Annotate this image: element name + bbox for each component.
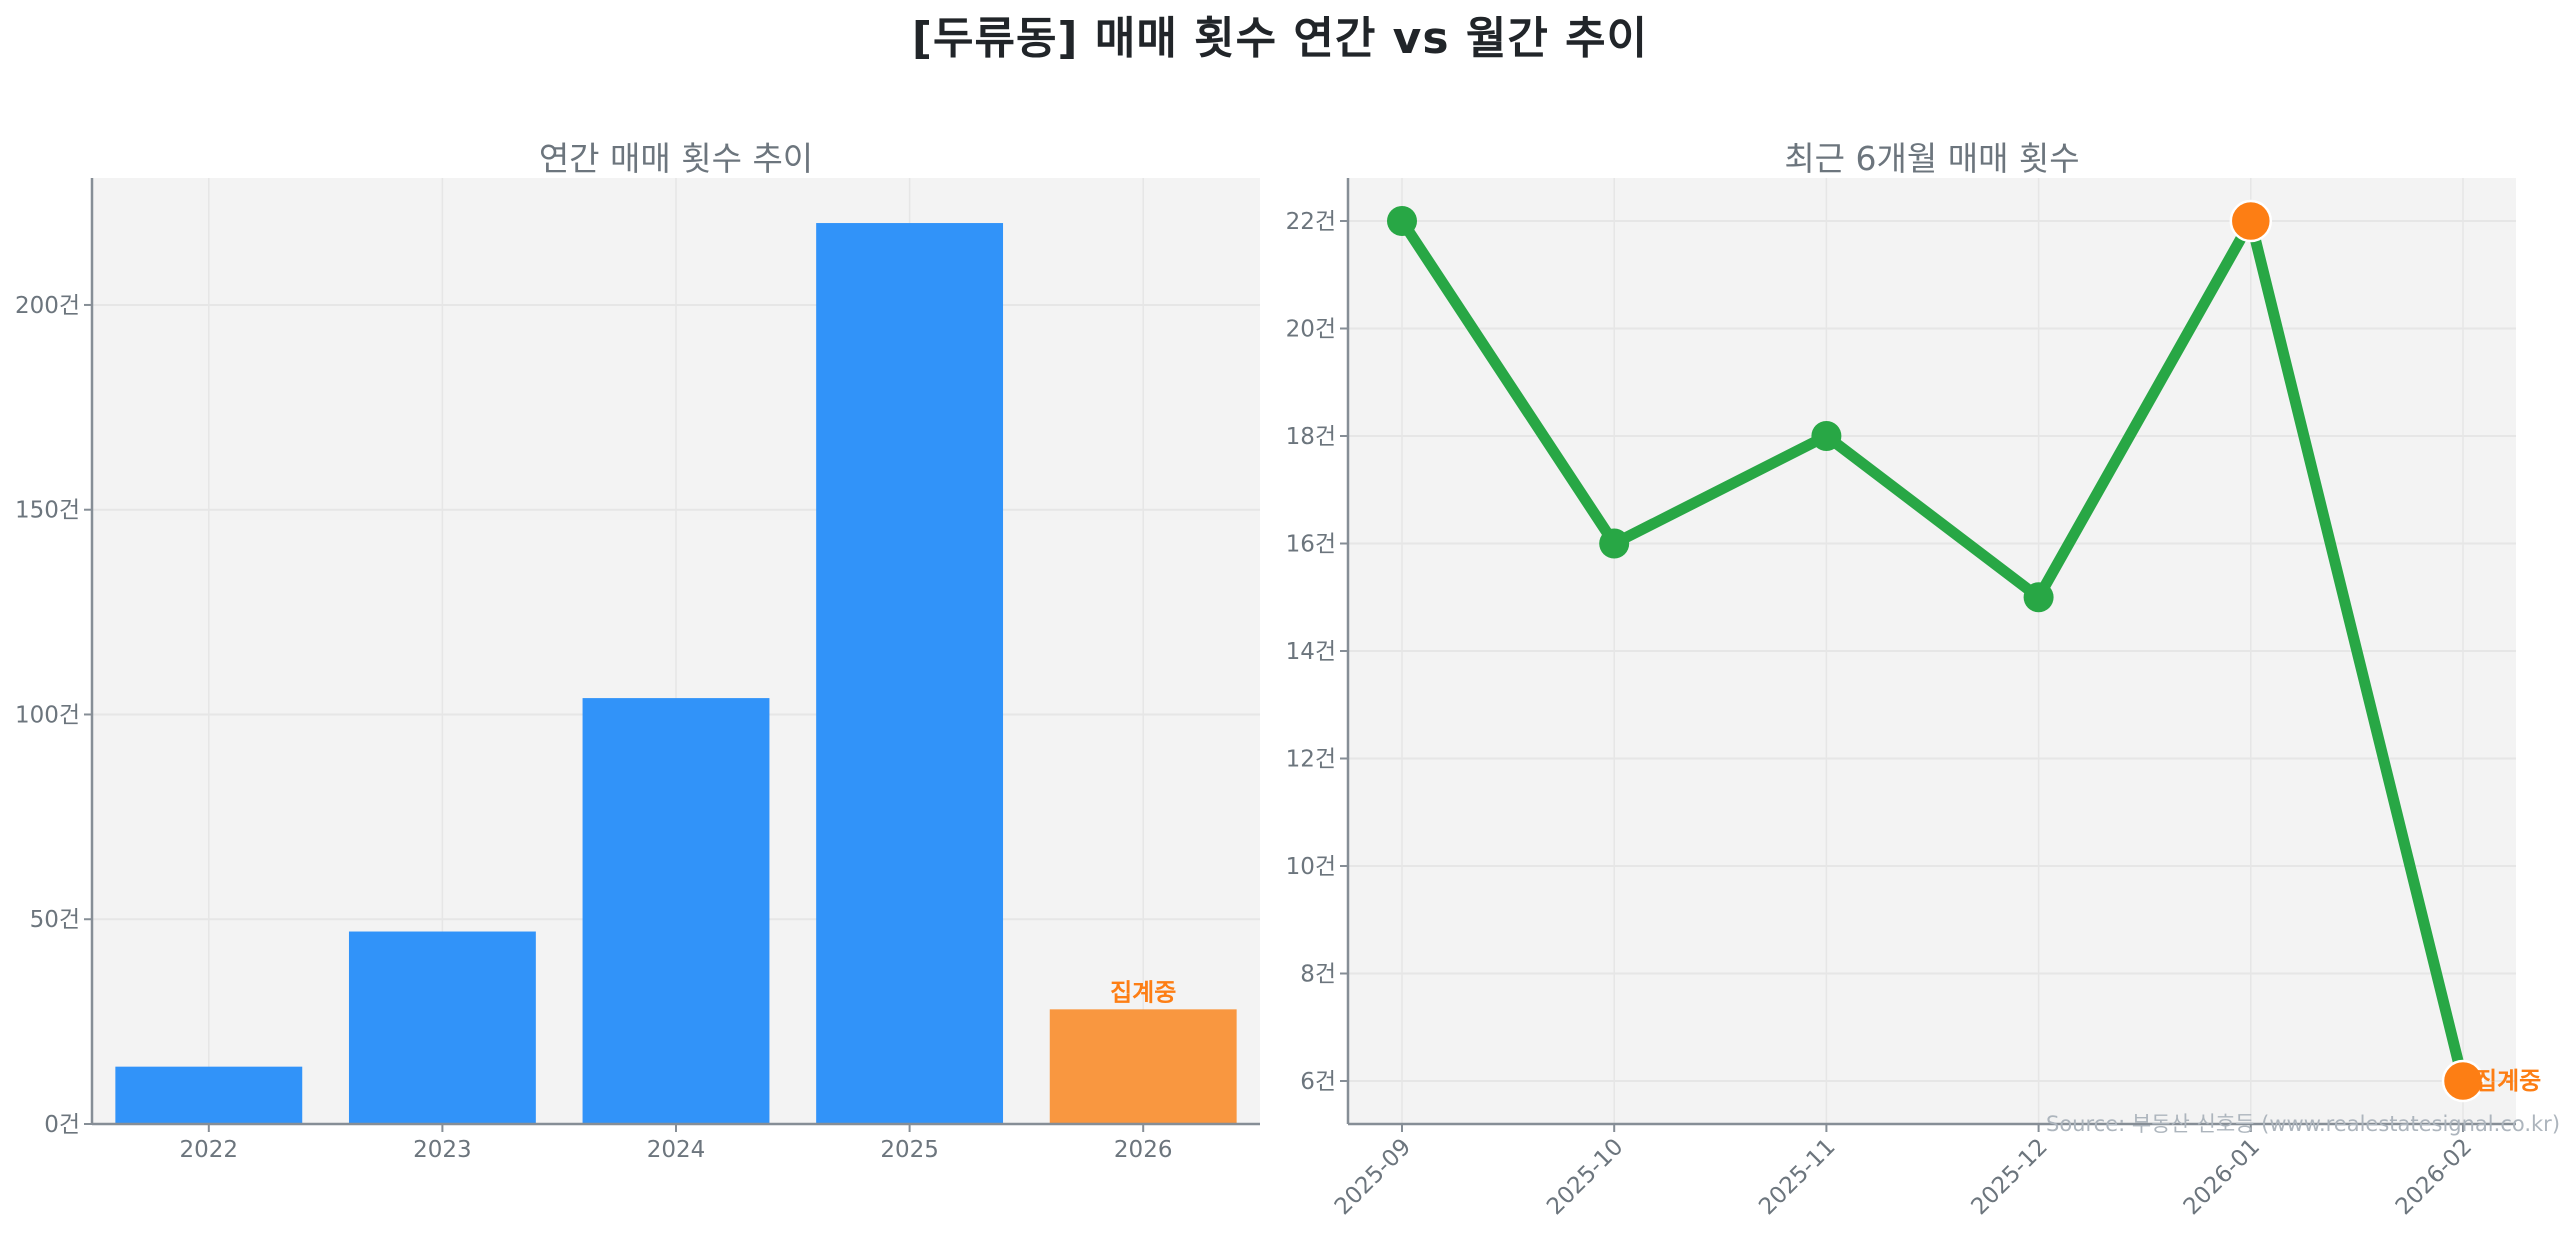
y-tick-label: 22건 [1286, 209, 1336, 235]
x-tick-label: 2025-12 [1966, 1134, 2052, 1220]
monthly-line-chart: 집계중 2025-09 2025-10 2025-11 2025-12 2026-01 20… [1286, 178, 2541, 1220]
y-tick-label: 0건 [44, 1112, 80, 1138]
x-tick-label: 2025-11 [1754, 1134, 1840, 1220]
chart-title: [두류동] 매매 횟수 연간 vs 월간 추이 [911, 13, 1649, 64]
x-tick-label: 2023 [413, 1137, 472, 1163]
bar-2022 [115, 1066, 303, 1124]
y-tick-label: 8건 [1300, 962, 1336, 988]
y-tick-label: 20건 [1286, 317, 1336, 343]
annual-bar-chart: 2022 2023 2024 2025 2026 집계중 0건 50건 100건 150건 200건 [15, 178, 1260, 1163]
data-point-2025-11 [1811, 421, 1842, 451]
y-tick-label: 12건 [1286, 747, 1336, 773]
x-tick-label: 2025-10 [1542, 1134, 1628, 1220]
bar-chart-subtitle: 연간 매매 횟수 추이 [538, 139, 814, 178]
data-point-2025-10 [1599, 528, 1630, 559]
y-tick-label: 16건 [1286, 532, 1336, 558]
bar-2026 [1049, 1009, 1237, 1124]
y-tick-label: 6건 [1300, 1069, 1336, 1095]
bar-2024 [582, 698, 770, 1124]
y-tick-label: 50건 [30, 907, 80, 933]
in-progress-label: 집계중 [1110, 978, 1176, 1006]
x-tick-label: 2025 [880, 1137, 939, 1163]
data-point-2026-02 [2441, 1059, 2485, 1103]
x-tick-label: 2022 [180, 1137, 239, 1163]
x-tick-label: 2026 [1114, 1137, 1173, 1163]
line-chart-subtitle: 최근 6개월 매매 횟수 [1784, 139, 2080, 178]
in-progress-label: 집계중 [2475, 1067, 2541, 1095]
source-note: Source: 부동산 신호등 (www.realestatesignal.co… [2046, 1112, 2560, 1136]
y-tick-label: 100건 [15, 702, 80, 728]
bar-2025 [816, 223, 1004, 1125]
x-tick-label: 2026-01 [2179, 1134, 2265, 1220]
x-tick-label: 2024 [647, 1137, 706, 1163]
x-tick-label: 2025-09 [1330, 1134, 1416, 1220]
bar-2023 [348, 931, 536, 1124]
y-tick-label: 200건 [15, 293, 80, 319]
y-tick-label: 14건 [1286, 639, 1336, 665]
y-tick-label: 10건 [1286, 854, 1336, 880]
data-point-2026-01 [2229, 199, 2273, 243]
x-tick-label: 2026-02 [2391, 1134, 2477, 1220]
data-point-2025-09 [1387, 206, 1417, 236]
y-tick-label: 150건 [15, 498, 80, 524]
y-tick-label: 18건 [1286, 424, 1336, 450]
data-point-2025-12 [2023, 582, 2054, 613]
trend-line [1397, 215, 2469, 1083]
